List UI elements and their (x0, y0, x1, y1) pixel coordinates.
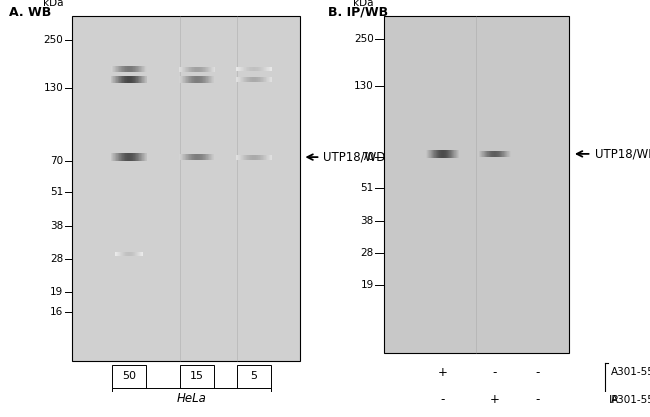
Text: kDa: kDa (353, 0, 374, 8)
Text: -: - (535, 393, 539, 406)
Text: 28: 28 (50, 254, 63, 264)
Text: -: - (535, 366, 539, 379)
Text: -: - (441, 393, 445, 406)
Text: UTP18/WDR50: UTP18/WDR50 (595, 147, 650, 161)
Text: 250: 250 (354, 34, 374, 44)
Text: 50: 50 (122, 371, 136, 381)
Text: B. IP/WB: B. IP/WB (328, 6, 389, 19)
Text: kDa: kDa (43, 0, 63, 8)
Text: 5: 5 (250, 371, 257, 381)
Text: 130: 130 (354, 81, 374, 91)
Text: 38: 38 (361, 216, 374, 226)
Bar (112, 388, 271, 409)
Text: 19: 19 (361, 280, 374, 290)
Text: 16: 16 (50, 307, 63, 317)
Text: UTP18/WDR50: UTP18/WDR50 (324, 151, 409, 163)
Text: A301-551A: A301-551A (611, 367, 650, 377)
Text: 130: 130 (44, 83, 63, 93)
Text: 51: 51 (361, 183, 374, 193)
Text: 19: 19 (50, 286, 63, 296)
Bar (237, 364, 271, 388)
Text: 250: 250 (44, 35, 63, 45)
Bar (72, 16, 300, 361)
Bar (384, 16, 569, 353)
Text: +: + (438, 366, 448, 379)
Text: +: + (489, 393, 500, 406)
Text: A. WB: A. WB (10, 6, 52, 19)
Text: IP: IP (610, 395, 619, 405)
Text: A301-552A: A301-552A (611, 395, 650, 405)
Text: 38: 38 (50, 221, 63, 231)
Text: 51: 51 (50, 186, 63, 196)
Text: -: - (493, 366, 497, 379)
Text: 28: 28 (361, 249, 374, 259)
Text: 70: 70 (50, 156, 63, 166)
Text: 15: 15 (190, 371, 204, 381)
Text: HeLa: HeLa (177, 392, 207, 405)
Bar (112, 364, 146, 388)
Bar (180, 364, 214, 388)
Text: 70: 70 (361, 152, 374, 162)
